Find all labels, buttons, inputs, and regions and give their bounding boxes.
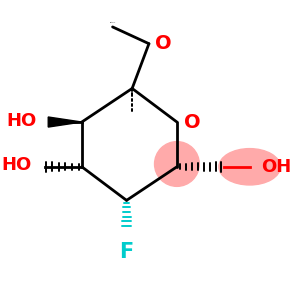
Ellipse shape — [219, 148, 280, 185]
Text: OH: OH — [261, 158, 291, 176]
Text: O: O — [154, 34, 171, 53]
Text: methoxy: methoxy — [110, 22, 116, 23]
Text: HO: HO — [7, 112, 37, 130]
Text: O: O — [184, 112, 200, 131]
Text: HO: HO — [1, 156, 31, 174]
Polygon shape — [48, 117, 82, 127]
Text: F: F — [119, 242, 134, 262]
Ellipse shape — [154, 142, 199, 186]
